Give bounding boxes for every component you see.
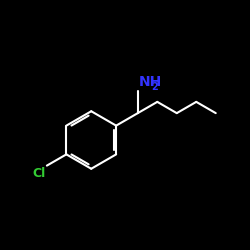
Text: 2: 2 — [151, 82, 158, 92]
Text: NH: NH — [139, 76, 162, 90]
Text: Cl: Cl — [32, 167, 46, 180]
